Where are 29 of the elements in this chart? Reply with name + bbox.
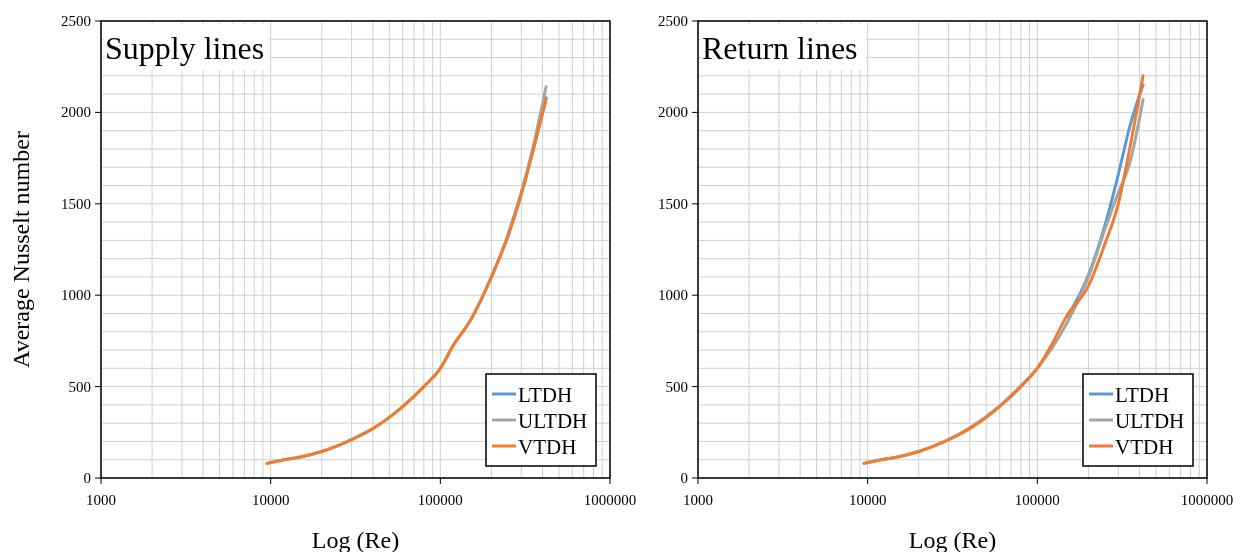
- x-tick-label: 1000000: [1180, 492, 1234, 508]
- y-tick-label: 2500: [61, 13, 91, 29]
- y-tick-label: 1000: [61, 287, 91, 304]
- x-tick-label: 10000: [251, 492, 290, 508]
- legend-label: LTDH: [518, 383, 573, 407]
- legend-label: ULTDH: [518, 409, 588, 433]
- legend-label: LTDH: [1115, 383, 1170, 407]
- y-tick-label: 2500: [658, 13, 688, 29]
- x-tick-label: 1000: [86, 492, 116, 508]
- x-tick-label: 10000: [848, 492, 887, 508]
- y-tick-label: 500: [665, 378, 688, 395]
- legend-label: VTDH: [1115, 435, 1174, 459]
- x-tick-label: 1000: [683, 492, 713, 508]
- x-tick-label: 100000: [1014, 492, 1060, 508]
- y-tick-label: 0: [83, 470, 91, 486]
- y-tick-label: 500: [68, 378, 91, 395]
- x-tick-label: 1000000: [583, 492, 637, 508]
- y-tick-label: 1500: [658, 195, 688, 212]
- y-tick-label: 2000: [658, 104, 688, 121]
- legend-label: ULTDH: [1115, 409, 1185, 433]
- y-tick-label: 2000: [61, 104, 91, 121]
- y-tick-label: 1500: [61, 195, 91, 212]
- y-axis-title: Average Nusselt number: [8, 131, 34, 368]
- legend-label: VTDH: [518, 435, 577, 459]
- y-tick-label: 1000: [658, 287, 688, 304]
- x-tick-label: 100000: [417, 492, 463, 508]
- chart-title: Supply lines: [105, 30, 265, 66]
- y-tick-label: 0: [680, 470, 688, 486]
- chart-title: Return lines: [702, 30, 858, 66]
